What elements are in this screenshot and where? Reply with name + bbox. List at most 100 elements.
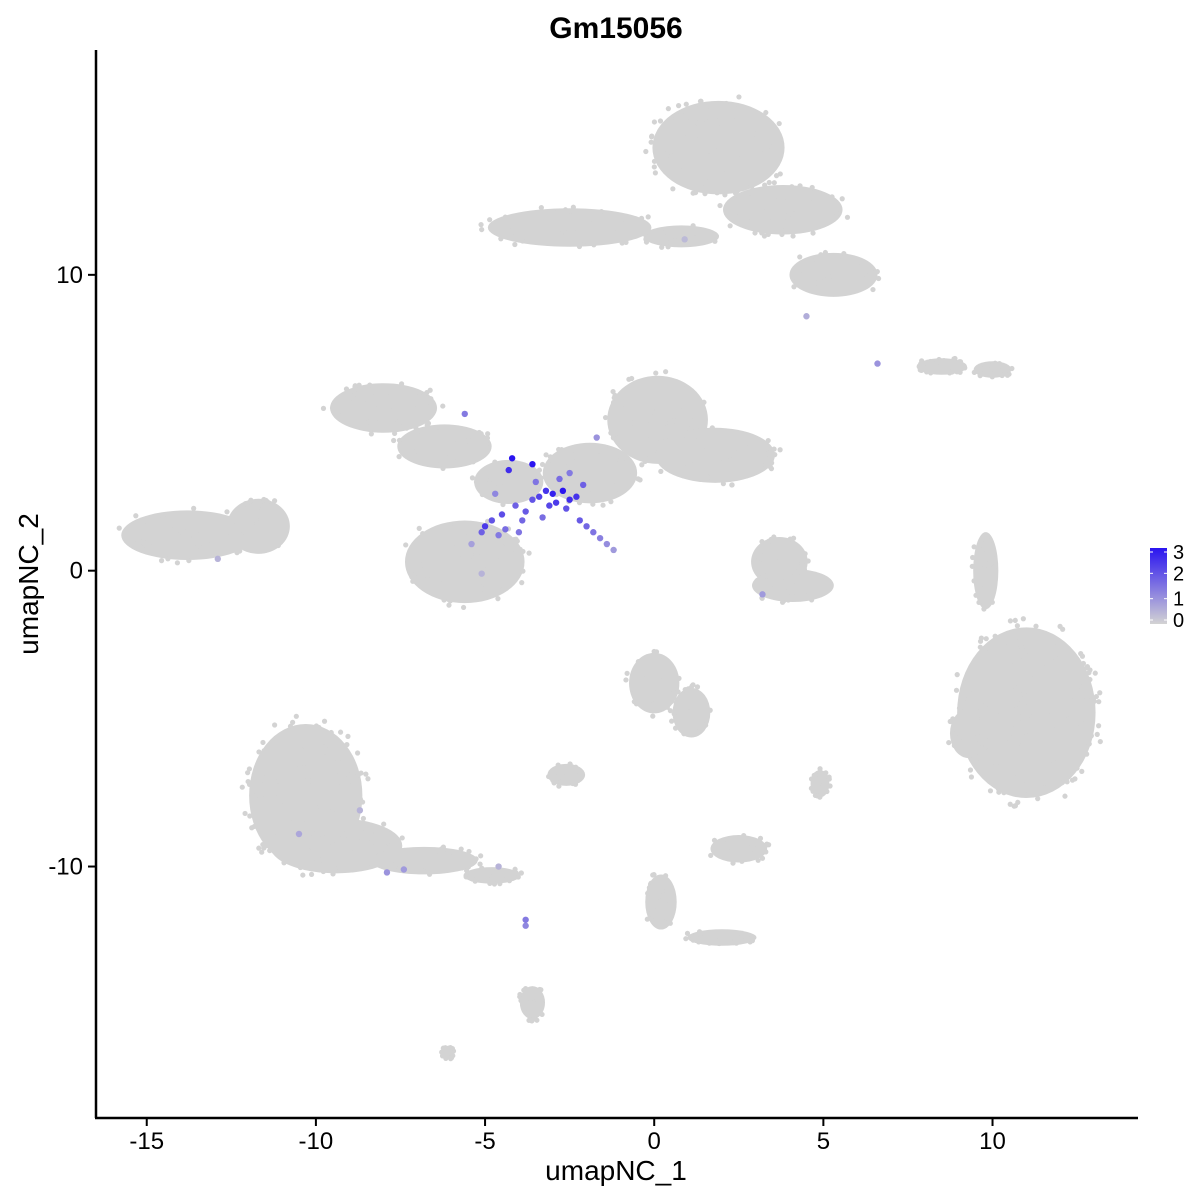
legend-label: 0 <box>1173 610 1184 632</box>
y-axis-title: umapNC_2 <box>13 513 44 655</box>
expressing-cell-point <box>546 502 553 509</box>
cell-cluster <box>950 616 1103 809</box>
plot-title: Gm15056 <box>549 12 682 45</box>
expressing-cell-point <box>522 922 529 929</box>
expressing-cell-point <box>519 517 526 524</box>
x-tick-label: -15 <box>129 1128 164 1155</box>
cell-cluster <box>667 682 713 738</box>
legend-label: 3 <box>1173 542 1184 564</box>
x-tick-label: -10 <box>299 1128 334 1155</box>
x-tick-label: -5 <box>474 1128 495 1155</box>
y-tick-label: 10 <box>56 262 83 289</box>
legend-colorbar <box>1150 548 1167 624</box>
cell-cluster <box>643 223 720 250</box>
cell-cluster <box>623 648 682 719</box>
legend-label: 1 <box>1173 589 1184 611</box>
expressing-cell-point <box>461 410 468 418</box>
expressing-cell-point <box>566 496 573 503</box>
cell-cluster <box>469 459 544 508</box>
expressing-cell-point <box>495 531 502 539</box>
expressing-cell-point <box>542 487 550 495</box>
expressing-cell-point <box>576 517 583 524</box>
cell-cluster <box>391 420 492 471</box>
expressing-cell-point <box>603 540 611 548</box>
cell-cluster <box>655 423 783 488</box>
cell-cluster <box>546 761 586 789</box>
expressing-cell-point <box>481 523 489 530</box>
y-tick-label: -10 <box>48 854 83 881</box>
cell-cluster <box>683 929 757 947</box>
expressing-cell-point <box>566 469 573 477</box>
expressing-cell-point <box>512 502 519 509</box>
expressing-cell-point <box>573 493 580 500</box>
expressing-cell-point <box>515 529 523 536</box>
expressing-cell-point <box>214 555 221 563</box>
legend-label: 2 <box>1173 563 1184 585</box>
cell-cluster <box>969 532 999 612</box>
y-tick-label: 0 <box>70 558 83 585</box>
expressing-cell-point <box>295 830 303 838</box>
color-legend: 32 10 <box>1150 542 1184 632</box>
expressing-cell-point <box>549 490 556 497</box>
expressing-cell-point <box>488 517 496 524</box>
cell-cluster <box>717 179 851 239</box>
expressing-cell-point <box>532 478 540 486</box>
cell-cluster <box>403 518 532 611</box>
expressing-cell-point <box>522 508 529 515</box>
cell-cluster <box>789 249 882 297</box>
expressing-cell-point <box>478 570 485 577</box>
cell-cluster <box>478 204 652 250</box>
expressing-cell-point <box>583 523 590 530</box>
x-tick-label: 0 <box>648 1128 661 1155</box>
expressing-cell-point <box>383 869 391 876</box>
expressing-cell-point <box>495 863 502 870</box>
cell-cluster <box>916 355 968 376</box>
expressing-cell-point <box>552 499 560 506</box>
cell-cluster <box>463 865 524 887</box>
expressing-cell-point <box>478 529 485 536</box>
cell-cluster <box>946 708 989 762</box>
cell-cluster <box>752 566 834 605</box>
expressing-cell-point <box>505 466 512 474</box>
cell-cluster <box>226 496 290 554</box>
expressing-cell-point <box>759 591 766 598</box>
expressing-cell-point <box>492 490 499 497</box>
expressing-cell-point <box>559 487 567 495</box>
x-axis-title: umapNC_1 <box>545 1155 687 1186</box>
expressing-cell-point <box>596 534 604 542</box>
cell-cluster <box>708 832 772 866</box>
expressing-cell-point <box>610 546 617 554</box>
expressing-cell-point <box>874 360 881 367</box>
expressing-cell-point <box>803 313 810 320</box>
background-cells <box>116 94 1103 1062</box>
expressing-cell-point <box>529 496 536 503</box>
expressing-cell-point <box>590 529 597 536</box>
y-axis-ticks: -10 0 10 <box>48 262 96 881</box>
expressing-cell-point <box>556 475 563 483</box>
expressing-cell-point <box>498 511 506 518</box>
expressing-cell-point <box>563 505 570 512</box>
x-tick-label: 10 <box>979 1128 1006 1155</box>
expressing-cell-point <box>593 434 600 441</box>
cell-cluster <box>320 381 446 437</box>
x-axis-ticks: -15 -10 -5 0 5 10 <box>129 1118 1006 1155</box>
cell-cluster <box>517 986 546 1024</box>
expressing-cell-point <box>508 455 516 462</box>
expressing-cell-point <box>681 236 688 243</box>
cell-cluster <box>643 94 785 198</box>
expressing-cell-point <box>468 540 475 548</box>
expressing-cell-point <box>579 481 587 489</box>
expressing-cell-point <box>529 460 536 468</box>
expressing-cell-point <box>539 514 546 521</box>
cell-cluster <box>644 872 677 930</box>
expressing-cell-point <box>356 807 364 814</box>
cell-cluster <box>808 766 833 800</box>
x-tick-label: 5 <box>817 1128 830 1155</box>
expressing-cells <box>214 236 881 929</box>
cell-cluster <box>971 360 1015 380</box>
expressing-cell-point <box>400 866 408 873</box>
cell-cluster <box>439 1044 457 1062</box>
expressing-cell-point <box>502 526 509 533</box>
expressing-cell-point <box>535 493 543 500</box>
